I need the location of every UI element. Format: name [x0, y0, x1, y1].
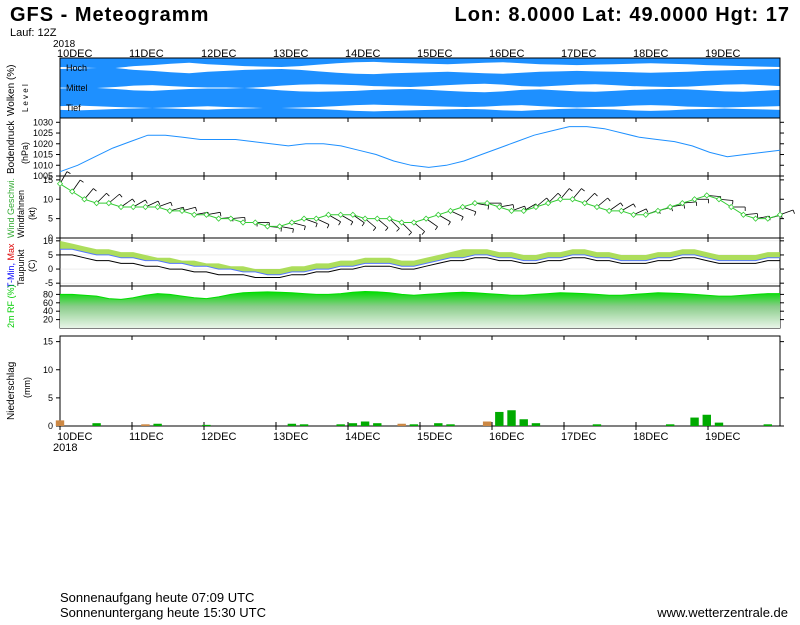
- svg-text:Wind Geschwi.: Wind Geschwi.: [6, 178, 16, 238]
- svg-text:10: 10: [43, 236, 53, 246]
- svg-text:-5: -5: [45, 278, 53, 288]
- svg-text:Bodendruck: Bodendruck: [6, 120, 17, 174]
- svg-text:15: 15: [43, 175, 53, 185]
- svg-text:1020: 1020: [33, 139, 53, 149]
- svg-text:13DEC: 13DEC: [273, 431, 309, 443]
- svg-text:10: 10: [43, 365, 53, 375]
- svg-text:18DEC: 18DEC: [633, 431, 669, 443]
- meteogram-chart: 201810DEC11DEC12DEC13DEC14DEC15DEC16DEC1…: [0, 36, 800, 576]
- svg-text:5: 5: [48, 214, 53, 224]
- svg-text:(hPa): (hPa): [20, 142, 30, 164]
- svg-text:16DEC: 16DEC: [489, 431, 525, 443]
- svg-text:(kt): (kt): [27, 207, 37, 220]
- svg-text:(C): (C): [27, 260, 37, 273]
- svg-text:15DEC: 15DEC: [417, 431, 453, 443]
- svg-text:5: 5: [48, 393, 53, 403]
- sunset-text: Sonnenuntergang heute 15:30 UTC: [60, 605, 266, 620]
- svg-text:2m RF (%): 2m RF (%): [6, 285, 16, 329]
- svg-text:Wolken (%): Wolken (%): [6, 65, 17, 117]
- title-right: Lon: 8.0000 Lat: 49.0000 Hgt: 17: [455, 4, 790, 27]
- sunrise-text: Sonnenaufgang heute 07:09 UTC: [60, 590, 266, 605]
- svg-text:12DEC: 12DEC: [201, 431, 237, 443]
- svg-text:10: 10: [43, 194, 53, 204]
- svg-text:5: 5: [48, 250, 53, 260]
- svg-text:80: 80: [43, 289, 53, 299]
- svg-text:T-Min, Max: T-Min, Max: [6, 243, 16, 288]
- svg-text:Mittel: Mittel: [66, 83, 88, 93]
- svg-text:19DEC: 19DEC: [705, 431, 741, 443]
- svg-text:1010: 1010: [33, 160, 53, 170]
- svg-text:0: 0: [48, 264, 53, 274]
- svg-text:(mm): (mm): [22, 377, 32, 398]
- svg-text:1030: 1030: [33, 117, 53, 127]
- svg-text:Taupunkt: Taupunkt: [16, 249, 26, 286]
- svg-text:14DEC: 14DEC: [345, 431, 381, 443]
- credit-text: www.wetterzentrale.de: [657, 605, 788, 620]
- svg-text:Hoch: Hoch: [66, 63, 87, 73]
- svg-text:1015: 1015: [33, 150, 53, 160]
- svg-text:Windfahnen: Windfahnen: [16, 190, 26, 238]
- svg-text:11DEC: 11DEC: [129, 431, 164, 443]
- svg-text:1025: 1025: [33, 128, 53, 138]
- svg-text:L e v e l: L e v e l: [21, 84, 30, 112]
- svg-text:2018: 2018: [53, 442, 77, 454]
- svg-text:Tief: Tief: [66, 103, 81, 113]
- svg-text:Niederschlag: Niederschlag: [6, 362, 17, 420]
- svg-text:17DEC: 17DEC: [561, 431, 597, 443]
- svg-text:0: 0: [48, 421, 53, 431]
- title-left: GFS - Meteogramm: [10, 4, 209, 27]
- svg-text:15: 15: [43, 337, 53, 347]
